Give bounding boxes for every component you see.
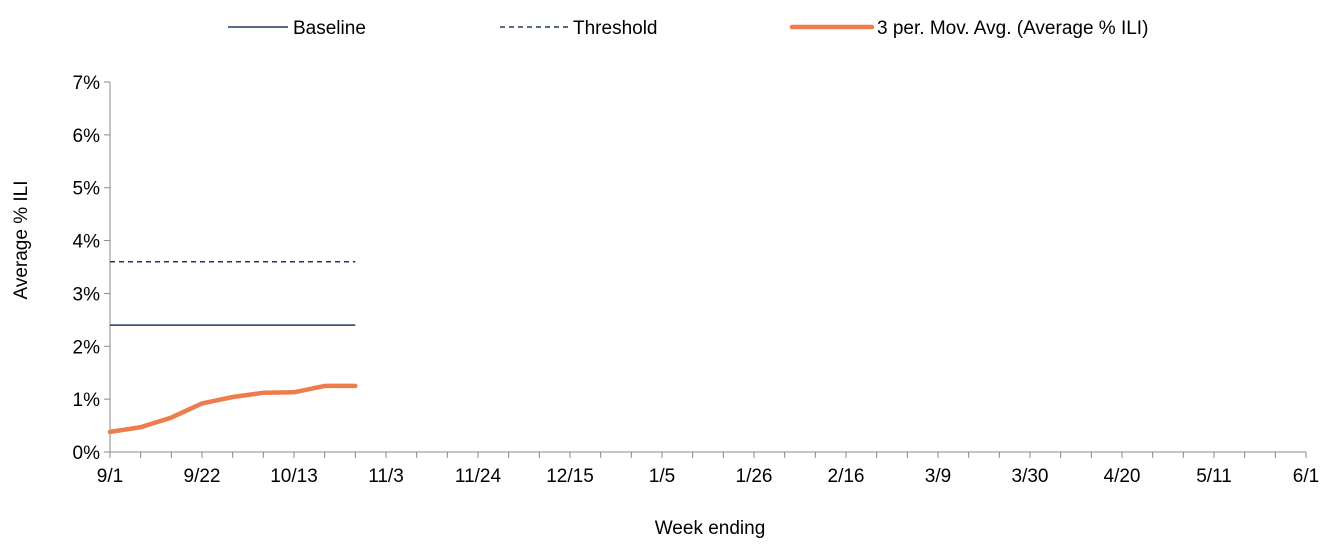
x-tick-label: 6/1: [1293, 466, 1319, 487]
x-tick-label: 9/1: [97, 466, 123, 487]
y-tick-label: 3%: [73, 284, 101, 305]
y-tick-label: 0%: [73, 443, 101, 464]
y-tick-label: 6%: [73, 126, 101, 147]
legend-item-1: Baseline: [228, 18, 366, 39]
x-tick-label: 1/26: [736, 466, 773, 487]
x-tick-label: 4/20: [1104, 466, 1141, 487]
y-axis-title: Average % ILI: [11, 180, 32, 299]
x-tick-label: 12/15: [546, 466, 594, 487]
y-tick-label: 5%: [73, 179, 101, 200]
x-tick-label: 2/16: [828, 466, 865, 487]
x-tick-label: 1/5: [649, 466, 675, 487]
x-tick-label: 11/24: [455, 466, 502, 487]
legend-label: Threshold: [573, 18, 658, 39]
x-axis-title: Week ending: [655, 518, 766, 539]
y-tick-label: 7%: [73, 73, 101, 94]
series-line-3: [107, 383, 358, 435]
x-tick-label: 3/30: [1012, 466, 1049, 487]
legend-label: 3 per. Mov. Avg. (Average % ILI): [877, 18, 1148, 39]
axes: 0% 1% 2% 3% 4% 5% 6% 7% 9/1 9/22 10/13 11/3 11/24 12/…: [73, 73, 1320, 487]
x-tick-label: 9/22: [184, 466, 221, 487]
y-tick-label: 2%: [73, 337, 101, 358]
y-tick-label: 4%: [73, 232, 101, 253]
series-layer: [107, 260, 358, 435]
legend-item-2: Threshold: [500, 18, 658, 39]
x-tick-label: 5/11: [1196, 466, 1232, 487]
x-tick-label: 10/13: [270, 466, 318, 487]
x-tick-label: 3/9: [925, 466, 951, 487]
legend-item-3: 3 per. Mov. Avg. (Average % ILI): [789, 18, 1148, 39]
y-tick-label: 1%: [73, 390, 101, 411]
legend-label: Baseline: [293, 18, 366, 39]
legend: Baseline Threshold 3 per. Mov. Avg. (Avera…: [228, 18, 1148, 39]
x-tick-label: 11/3: [368, 466, 404, 487]
